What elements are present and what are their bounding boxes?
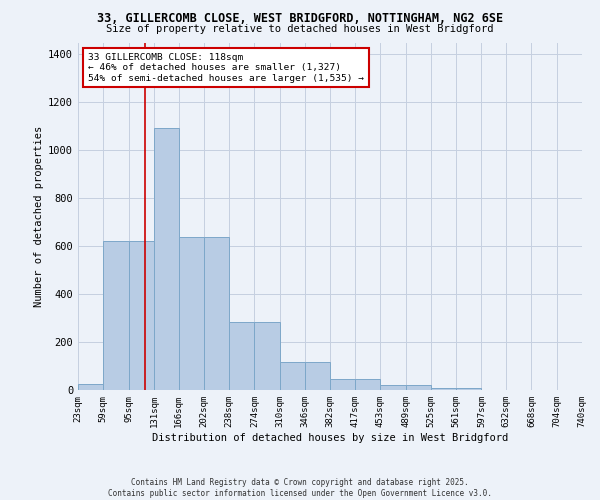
Bar — [103, 242, 128, 390]
Bar — [280, 362, 305, 390]
Text: 33 GILLERCOMB CLOSE: 118sqm
← 46% of detached houses are smaller (1,327)
54% of : 33 GILLERCOMB CLOSE: 118sqm ← 46% of det… — [88, 53, 364, 82]
Bar — [229, 322, 254, 390]
Bar — [456, 388, 481, 390]
Bar — [406, 385, 431, 390]
Bar — [380, 385, 406, 390]
Text: Contains HM Land Registry data © Crown copyright and database right 2025.
Contai: Contains HM Land Registry data © Crown c… — [108, 478, 492, 498]
Bar — [204, 236, 229, 390]
Bar — [78, 384, 103, 390]
Bar — [355, 379, 380, 390]
Y-axis label: Number of detached properties: Number of detached properties — [34, 126, 44, 307]
Text: Size of property relative to detached houses in West Bridgford: Size of property relative to detached ho… — [106, 24, 494, 34]
Bar — [254, 322, 280, 390]
Bar — [179, 236, 204, 390]
Bar — [331, 379, 355, 390]
Bar — [431, 388, 456, 390]
Bar — [154, 128, 179, 390]
Bar — [128, 242, 154, 390]
X-axis label: Distribution of detached houses by size in West Bridgford: Distribution of detached houses by size … — [152, 432, 508, 442]
Bar — [305, 362, 331, 390]
Text: 33, GILLERCOMB CLOSE, WEST BRIDGFORD, NOTTINGHAM, NG2 6SE: 33, GILLERCOMB CLOSE, WEST BRIDGFORD, NO… — [97, 12, 503, 26]
